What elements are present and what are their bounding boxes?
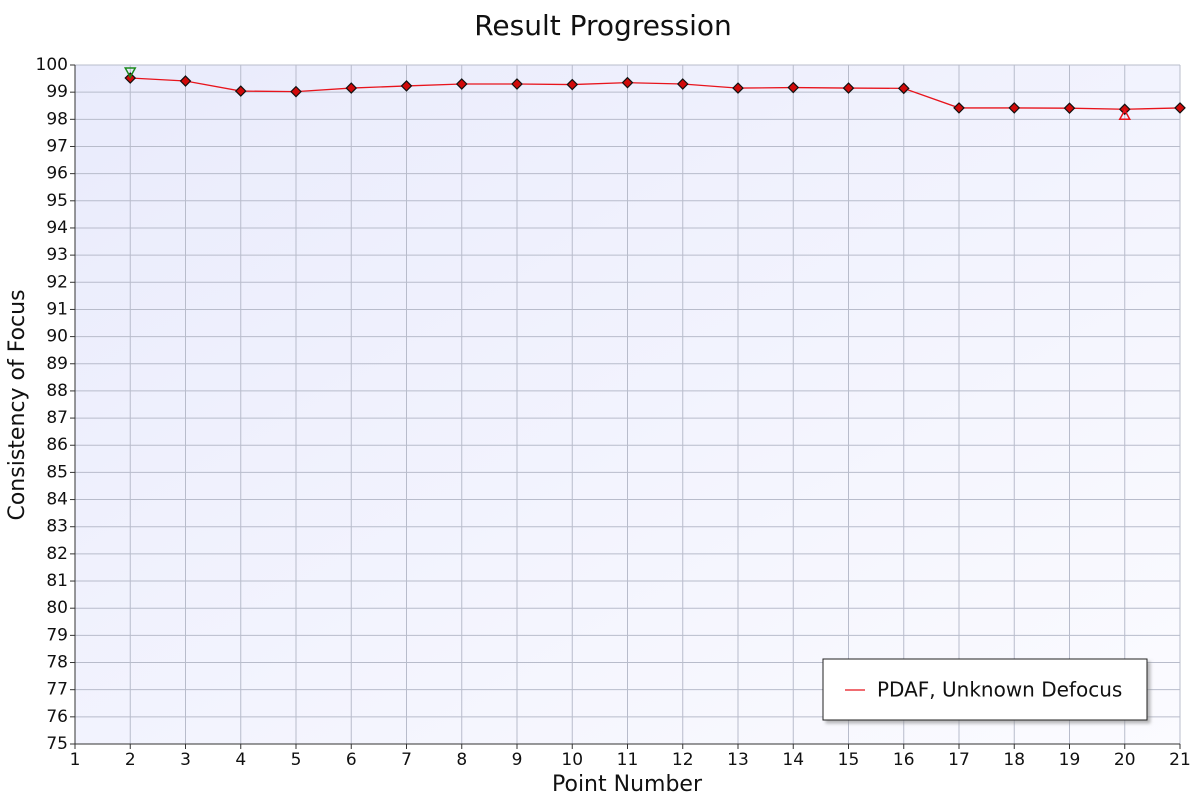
y-tick-label: 75 [46,734,68,754]
legend: PDAF, Unknown Defocus [822,658,1148,721]
data-point [566,78,579,91]
legend-label: PDAF, Unknown Defocus [877,678,1122,702]
y-tick-label: 96 [46,164,68,184]
data-point [400,80,413,92]
data-point [345,82,358,94]
y-tick-label: 94 [46,218,68,238]
x-tick-label: 9 [512,750,523,770]
chart-title: Result Progression [474,9,732,42]
data-point [732,82,744,94]
data-point [1008,102,1021,114]
data-point [621,76,634,89]
x-tick-label: 19 [1059,750,1081,770]
x-tick-label: 4 [235,750,246,770]
data-point [897,82,910,95]
y-tick-label: 78 [46,653,68,673]
x-tick-label: 11 [617,750,639,770]
y-tick-label: 82 [46,544,68,564]
y-tick-label: 79 [46,625,68,645]
data-point [953,102,965,114]
y-tick-label: 90 [46,327,68,347]
x-tick-label: 17 [948,750,970,770]
y-tick-label: 86 [46,435,68,455]
x-tick-label: 13 [727,750,749,770]
y-tick-label: 92 [46,272,68,292]
x-tick-label: 14 [782,750,804,770]
y-tick-label: 99 [46,82,68,102]
y-axis-title: Consistency of Focus [5,289,30,520]
x-axis-title: Point Number [552,772,703,797]
min-marker [1118,108,1132,121]
y-tick-label: 84 [46,490,68,510]
data-point [290,85,302,98]
y-tick-label: 98 [46,109,68,129]
data-point [676,78,689,90]
x-tick-label: 18 [1003,750,1025,770]
data-point [511,78,523,90]
y-tick-label: 77 [46,680,68,700]
data-point [1063,102,1076,115]
x-tick-label: 21 [1169,750,1191,770]
series-line [130,77,1181,110]
y-tick-label: 87 [46,408,68,428]
x-tick-label: 8 [456,750,467,770]
y-tick-label: 81 [46,571,68,591]
data-point [455,78,468,90]
x-tick-label: 5 [291,750,302,770]
x-tick-label: 1 [70,750,81,770]
x-tick-label: 3 [180,750,191,770]
y-tick-label: 89 [46,354,68,374]
x-tick-label: 6 [346,750,357,770]
y-tick-label: 76 [46,707,68,727]
x-tick-label: 15 [838,750,860,770]
legend-box [822,658,1148,721]
x-tick-label: 2 [125,750,136,770]
max-marker [123,67,137,79]
y-tick-label: 91 [46,299,68,319]
data-point [842,82,855,94]
y-tick-label: 100 [36,55,68,75]
x-tick-label: 12 [672,750,694,770]
x-tick-label: 7 [401,750,412,770]
x-tick-label: 16 [893,750,915,770]
y-tick-label: 95 [46,191,68,211]
y-tick-label: 93 [46,245,68,265]
y-tick-label: 97 [46,136,68,156]
data-point [1174,102,1186,114]
y-tick-label: 80 [46,598,68,618]
data-point [787,81,800,94]
data-point [234,85,247,97]
data-point [179,75,192,87]
x-tick-label: 10 [561,750,583,770]
y-tick-label: 85 [46,462,68,482]
y-tick-label: 83 [46,517,68,537]
y-tick-label: 88 [46,381,68,401]
x-tick-label: 20 [1114,750,1136,770]
